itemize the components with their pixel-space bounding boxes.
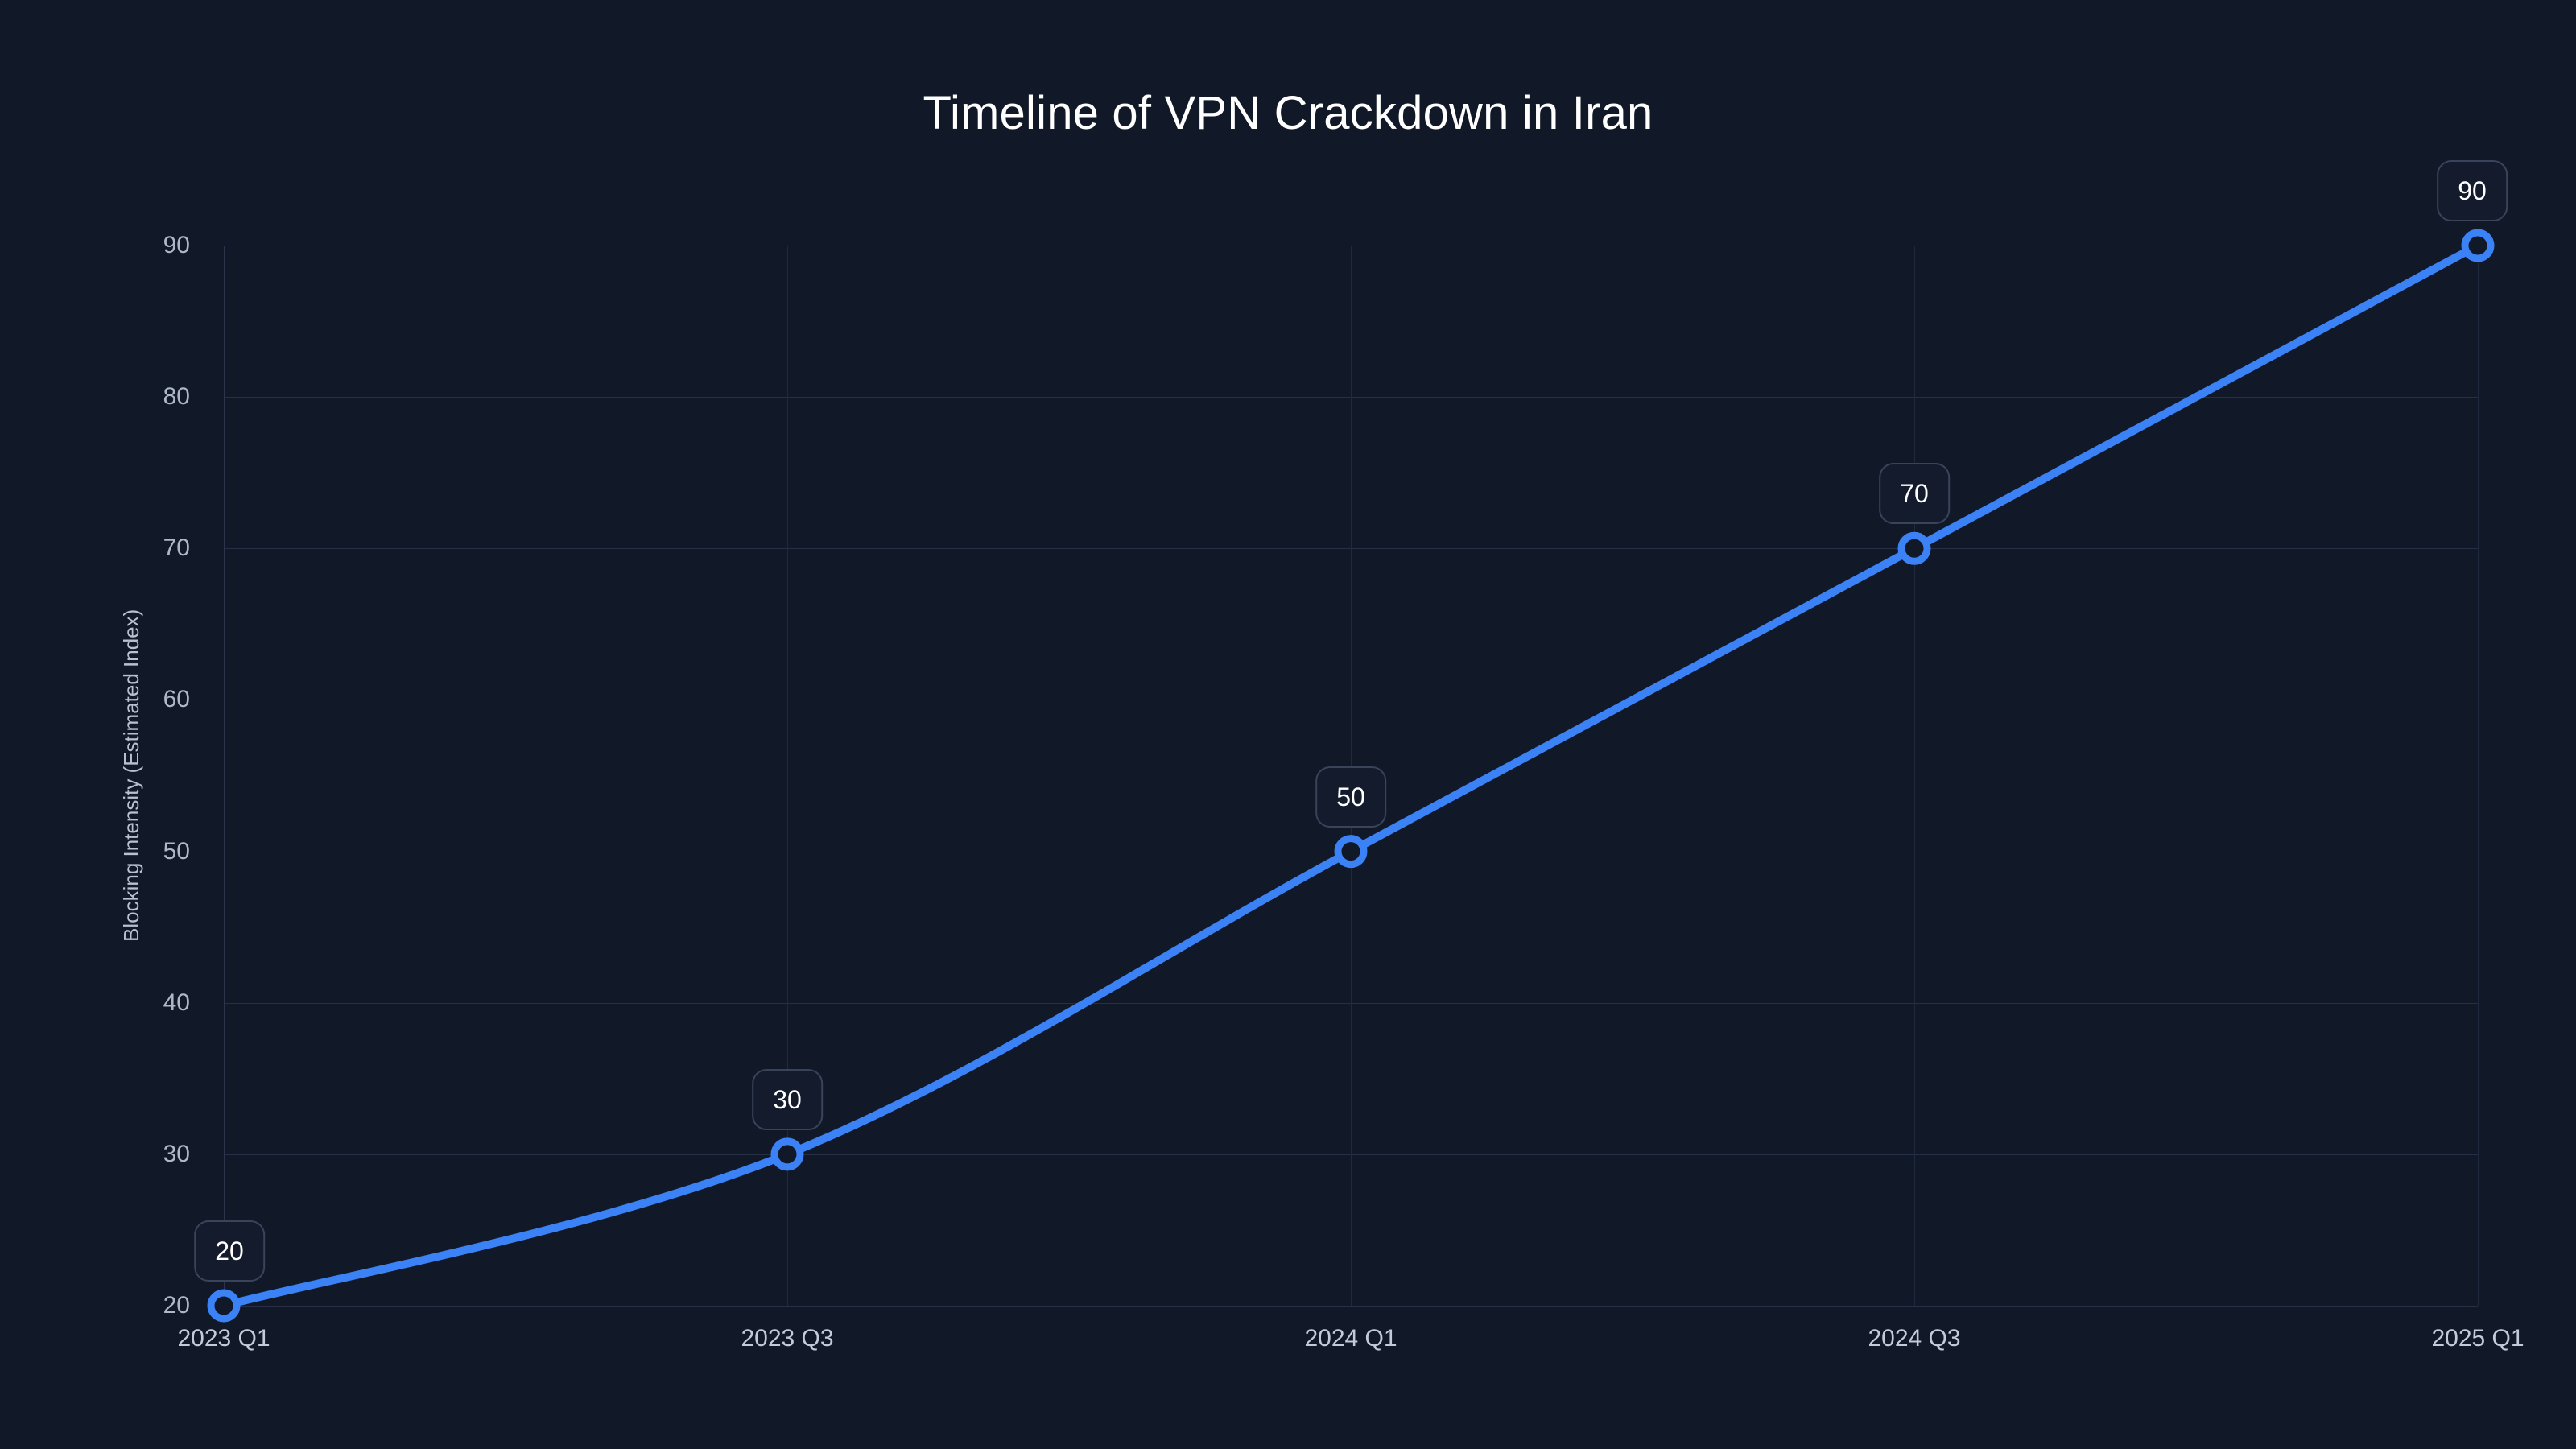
y-axis-spine	[224, 246, 225, 1306]
x-axis-tick-label: 2024 Q1	[1304, 1325, 1397, 1352]
y-axis-tick-label: 30	[163, 1140, 190, 1167]
y-axis-tick-label: 50	[163, 837, 190, 865]
y-axis-title: Blocking Intensity (Estimated Index)	[119, 609, 143, 942]
x-axis-tick-label: 2023 Q1	[177, 1325, 270, 1352]
y-axis-tick-label: 90	[163, 232, 190, 258]
y-axis-tick-label: 40	[163, 989, 190, 1016]
data-point-value-label: 30	[752, 1068, 823, 1130]
gridline-vertical	[1914, 246, 1915, 1306]
data-point-value-label: 20	[194, 1220, 265, 1282]
y-axis-tick-label: 60	[163, 686, 190, 713]
y-axis-tick-label: 70	[163, 535, 190, 562]
x-axis-tick-label: 2023 Q3	[741, 1325, 834, 1352]
gridline-vertical	[2478, 246, 2479, 1306]
data-point-value-label: 70	[1879, 463, 1950, 525]
y-axis-tick-label: 20	[163, 1292, 190, 1319]
y-axis-tick-label: 80	[163, 383, 190, 411]
data-point-value-label: 50	[1315, 766, 1386, 828]
x-axis-tick-label: 2025 Q1	[2431, 1325, 2524, 1352]
chart-title: Timeline of VPN Crackdown in Iran	[923, 87, 1653, 139]
gridline-vertical	[787, 246, 788, 1306]
x-axis-tick-label: 2024 Q3	[1868, 1325, 1961, 1352]
gridline-horizontal	[224, 1306, 2478, 1307]
data-point-value-label: 90	[2437, 160, 2508, 221]
